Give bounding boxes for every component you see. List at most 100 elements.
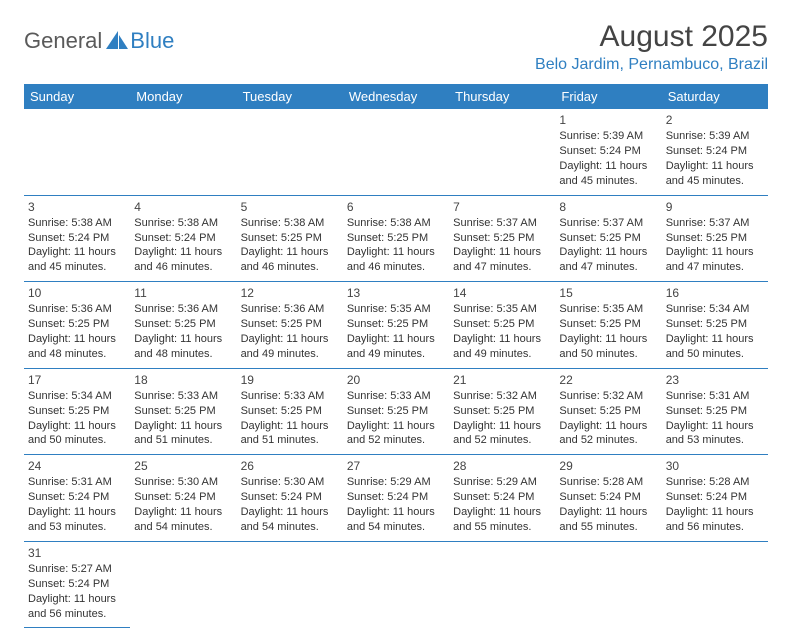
day-number: 1: [559, 112, 657, 128]
calendar-table: SundayMondayTuesdayWednesdayThursdayFrid…: [24, 84, 768, 628]
daylight-text: Daylight: 11 hours and 56 minutes.: [666, 505, 764, 535]
daylight-text: Daylight: 11 hours and 46 minutes.: [134, 245, 232, 275]
weekday-header: Thursday: [449, 84, 555, 109]
daylight-text: Daylight: 11 hours and 51 minutes.: [241, 419, 339, 449]
daylight-text: Daylight: 11 hours and 54 minutes.: [134, 505, 232, 535]
empty-cell: [449, 541, 555, 628]
empty-cell: [24, 109, 130, 195]
sunset-text: Sunset: 5:25 PM: [453, 404, 551, 419]
daylight-text: Daylight: 11 hours and 50 minutes.: [666, 332, 764, 362]
daylight-text: Daylight: 11 hours and 47 minutes.: [666, 245, 764, 275]
sunrise-text: Sunrise: 5:28 AM: [559, 475, 657, 490]
brand-word2: Blue: [130, 28, 174, 54]
day-cell: 30Sunrise: 5:28 AMSunset: 5:24 PMDayligh…: [662, 455, 768, 542]
page-header: General Blue August 2025 Belo Jardim, Pe…: [24, 20, 768, 74]
sunrise-text: Sunrise: 5:34 AM: [666, 302, 764, 317]
day-cell: 8Sunrise: 5:37 AMSunset: 5:25 PMDaylight…: [555, 195, 661, 282]
day-number: 3: [28, 199, 126, 215]
sunrise-text: Sunrise: 5:34 AM: [28, 389, 126, 404]
sunrise-text: Sunrise: 5:36 AM: [134, 302, 232, 317]
daylight-text: Daylight: 11 hours and 52 minutes.: [453, 419, 551, 449]
day-cell: 31Sunrise: 5:27 AMSunset: 5:24 PMDayligh…: [24, 541, 130, 628]
day-number: 16: [666, 285, 764, 301]
day-cell: 13Sunrise: 5:35 AMSunset: 5:25 PMDayligh…: [343, 282, 449, 369]
daylight-text: Daylight: 11 hours and 49 minutes.: [347, 332, 445, 362]
daylight-text: Daylight: 11 hours and 56 minutes.: [28, 592, 126, 622]
sunrise-text: Sunrise: 5:35 AM: [559, 302, 657, 317]
day-cell: 16Sunrise: 5:34 AMSunset: 5:25 PMDayligh…: [662, 282, 768, 369]
day-cell: 9Sunrise: 5:37 AMSunset: 5:25 PMDaylight…: [662, 195, 768, 282]
day-cell: 18Sunrise: 5:33 AMSunset: 5:25 PMDayligh…: [130, 368, 236, 455]
brand-word1: General: [24, 28, 102, 54]
sunset-text: Sunset: 5:24 PM: [347, 490, 445, 505]
calendar-row: 1Sunrise: 5:39 AMSunset: 5:24 PMDaylight…: [24, 109, 768, 195]
day-number: 13: [347, 285, 445, 301]
sunset-text: Sunset: 5:24 PM: [28, 231, 126, 246]
day-number: 27: [347, 458, 445, 474]
month-title: August 2025: [535, 20, 768, 54]
empty-cell: [130, 109, 236, 195]
sunset-text: Sunset: 5:24 PM: [134, 231, 232, 246]
empty-cell: [343, 109, 449, 195]
daylight-text: Daylight: 11 hours and 50 minutes.: [28, 419, 126, 449]
sunset-text: Sunset: 5:24 PM: [559, 144, 657, 159]
sunrise-text: Sunrise: 5:30 AM: [241, 475, 339, 490]
sunset-text: Sunset: 5:25 PM: [559, 231, 657, 246]
day-cell: 28Sunrise: 5:29 AMSunset: 5:24 PMDayligh…: [449, 455, 555, 542]
sunset-text: Sunset: 5:24 PM: [559, 490, 657, 505]
title-block: August 2025 Belo Jardim, Pernambuco, Bra…: [535, 20, 768, 74]
sunrise-text: Sunrise: 5:38 AM: [241, 216, 339, 231]
day-number: 12: [241, 285, 339, 301]
day-number: 2: [666, 112, 764, 128]
sunset-text: Sunset: 5:25 PM: [241, 404, 339, 419]
sunset-text: Sunset: 5:25 PM: [559, 317, 657, 332]
daylight-text: Daylight: 11 hours and 47 minutes.: [559, 245, 657, 275]
empty-cell: [130, 541, 236, 628]
sunset-text: Sunset: 5:25 PM: [134, 404, 232, 419]
sunrise-text: Sunrise: 5:36 AM: [241, 302, 339, 317]
day-number: 5: [241, 199, 339, 215]
daylight-text: Daylight: 11 hours and 53 minutes.: [28, 505, 126, 535]
day-number: 21: [453, 372, 551, 388]
sunset-text: Sunset: 5:25 PM: [347, 317, 445, 332]
day-number: 9: [666, 199, 764, 215]
day-number: 14: [453, 285, 551, 301]
day-cell: 2Sunrise: 5:39 AMSunset: 5:24 PMDaylight…: [662, 109, 768, 195]
day-cell: 14Sunrise: 5:35 AMSunset: 5:25 PMDayligh…: [449, 282, 555, 369]
sunset-text: Sunset: 5:25 PM: [666, 231, 764, 246]
day-cell: 27Sunrise: 5:29 AMSunset: 5:24 PMDayligh…: [343, 455, 449, 542]
day-cell: 7Sunrise: 5:37 AMSunset: 5:25 PMDaylight…: [449, 195, 555, 282]
day-number: 23: [666, 372, 764, 388]
day-number: 8: [559, 199, 657, 215]
sunset-text: Sunset: 5:25 PM: [453, 317, 551, 332]
day-number: 29: [559, 458, 657, 474]
day-cell: 11Sunrise: 5:36 AMSunset: 5:25 PMDayligh…: [130, 282, 236, 369]
sunrise-text: Sunrise: 5:32 AM: [559, 389, 657, 404]
day-number: 28: [453, 458, 551, 474]
day-number: 6: [347, 199, 445, 215]
day-cell: 20Sunrise: 5:33 AMSunset: 5:25 PMDayligh…: [343, 368, 449, 455]
calendar-row: 31Sunrise: 5:27 AMSunset: 5:24 PMDayligh…: [24, 541, 768, 628]
day-cell: 25Sunrise: 5:30 AMSunset: 5:24 PMDayligh…: [130, 455, 236, 542]
daylight-text: Daylight: 11 hours and 49 minutes.: [453, 332, 551, 362]
day-cell: 24Sunrise: 5:31 AMSunset: 5:24 PMDayligh…: [24, 455, 130, 542]
day-cell: 22Sunrise: 5:32 AMSunset: 5:25 PMDayligh…: [555, 368, 661, 455]
daylight-text: Daylight: 11 hours and 46 minutes.: [347, 245, 445, 275]
day-cell: 10Sunrise: 5:36 AMSunset: 5:25 PMDayligh…: [24, 282, 130, 369]
day-number: 20: [347, 372, 445, 388]
day-number: 11: [134, 285, 232, 301]
sunrise-text: Sunrise: 5:38 AM: [28, 216, 126, 231]
day-cell: 26Sunrise: 5:30 AMSunset: 5:24 PMDayligh…: [237, 455, 343, 542]
weekday-header: Monday: [130, 84, 236, 109]
sunrise-text: Sunrise: 5:39 AM: [666, 129, 764, 144]
sunrise-text: Sunrise: 5:28 AM: [666, 475, 764, 490]
day-number: 17: [28, 372, 126, 388]
sunrise-text: Sunrise: 5:30 AM: [134, 475, 232, 490]
sunset-text: Sunset: 5:25 PM: [28, 404, 126, 419]
day-cell: 6Sunrise: 5:38 AMSunset: 5:25 PMDaylight…: [343, 195, 449, 282]
sunset-text: Sunset: 5:25 PM: [347, 231, 445, 246]
sunset-text: Sunset: 5:25 PM: [241, 231, 339, 246]
daylight-text: Daylight: 11 hours and 54 minutes.: [241, 505, 339, 535]
calendar-row: 3Sunrise: 5:38 AMSunset: 5:24 PMDaylight…: [24, 195, 768, 282]
daylight-text: Daylight: 11 hours and 51 minutes.: [134, 419, 232, 449]
